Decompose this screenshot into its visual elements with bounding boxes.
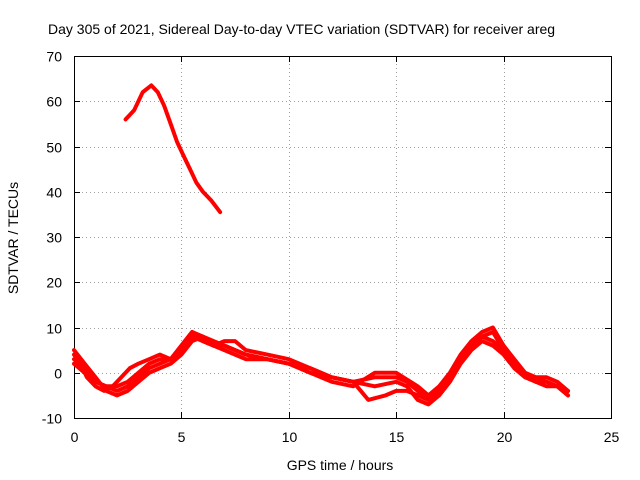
- x-tick-label: 0: [71, 429, 79, 445]
- series-line-band-3: [72, 334, 570, 407]
- x-axis-label: GPS time / hours: [287, 457, 394, 473]
- series-group: [72, 83, 570, 407]
- y-axis-label: SDTVAR / TECUs: [5, 182, 21, 294]
- x-tick-label: 25: [604, 429, 620, 445]
- axis-ticks: 0 5 10 15 20 25 -10 0 10 20 30 40 50 60 70: [42, 49, 620, 446]
- y-tick-label: -10: [42, 411, 62, 427]
- chart-title: Day 305 of 2021, Sidereal Day-to-day VTE…: [48, 21, 555, 37]
- x-tick-label: 20: [497, 429, 513, 445]
- y-tick-label: 40: [46, 185, 62, 201]
- grid: [74, 56, 611, 418]
- y-tick-label: 60: [46, 94, 62, 110]
- y-tick-label: 50: [46, 140, 62, 156]
- x-tick-label: 10: [282, 429, 298, 445]
- y-tick-label: 70: [46, 49, 62, 65]
- y-tick-label: 30: [46, 230, 62, 246]
- x-tick-label: 5: [178, 429, 186, 445]
- x-tick-label: 15: [389, 429, 405, 445]
- series-line-high-arc: [123, 83, 223, 215]
- series-line-band-1: [72, 325, 570, 398]
- y-tick-label: 20: [46, 275, 62, 291]
- y-tick-label: 0: [54, 366, 62, 382]
- y-tick-label: 10: [46, 321, 62, 337]
- series-line-band-4: [72, 330, 570, 402]
